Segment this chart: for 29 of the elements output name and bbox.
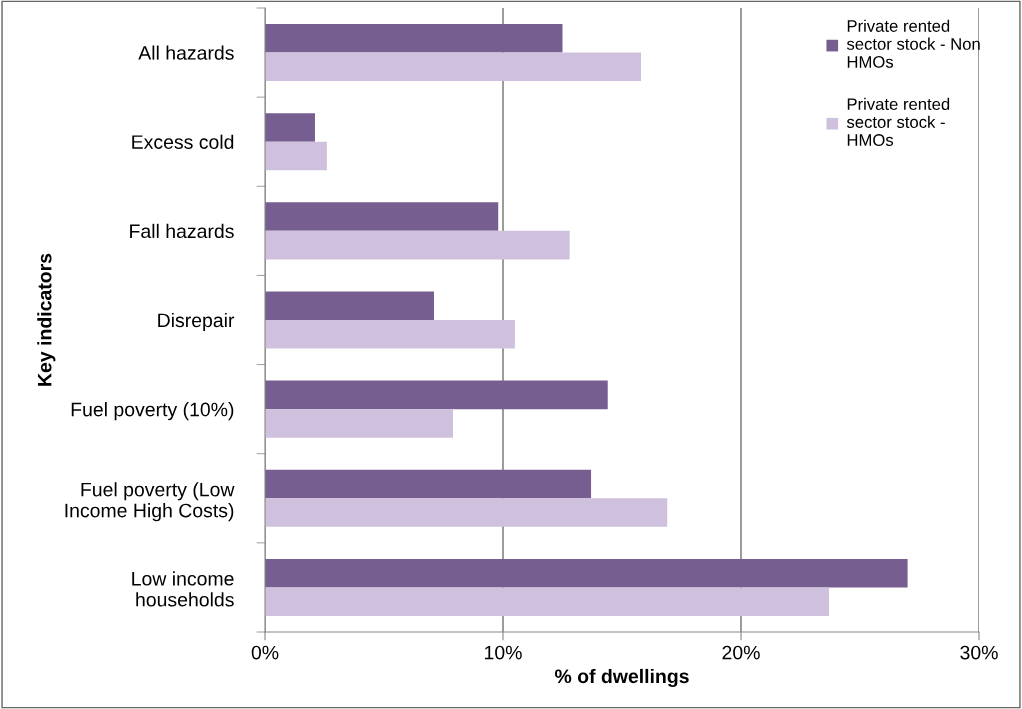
y-tick-label: Low income households: [132, 571, 234, 607]
y-tick-label: Fuel poverty (Low Income High Costs): [65, 482, 235, 522]
y-tick-label: Fuel poverty (10%): [71, 402, 234, 421]
bar: [265, 291, 434, 320]
y-tick-label: Disrepair: [158, 312, 235, 332]
bar: [265, 141, 327, 171]
x-tick-label: 20%: [722, 645, 760, 660]
legend-label: Private rented sector stock - Non HMOs: [846, 19, 980, 68]
x-axis-title: % of dwellings: [554, 668, 689, 688]
legend-label: Private rented sector stock - HMOs: [846, 97, 950, 146]
x-tick-label: 10%: [485, 645, 522, 660]
bar: [265, 558, 908, 588]
bar: [265, 498, 668, 527]
y-tick-label: All hazards: [138, 45, 234, 60]
x-tick-label: 0%: [251, 645, 279, 660]
bar: [265, 202, 499, 231]
bar: [265, 320, 515, 349]
bar: [265, 587, 830, 616]
y-tick-label: Excess cold: [132, 134, 234, 149]
bar: [265, 469, 592, 499]
y-tick-label: Fall hazards: [130, 223, 234, 239]
y-axis-title: Key indicators: [37, 253, 56, 386]
bar: [265, 113, 315, 142]
bar: [265, 24, 563, 53]
x-tick-label: 30%: [960, 645, 998, 660]
bar: [265, 230, 570, 260]
bar: [265, 380, 608, 410]
bar: [265, 409, 454, 438]
bar: [265, 52, 642, 82]
